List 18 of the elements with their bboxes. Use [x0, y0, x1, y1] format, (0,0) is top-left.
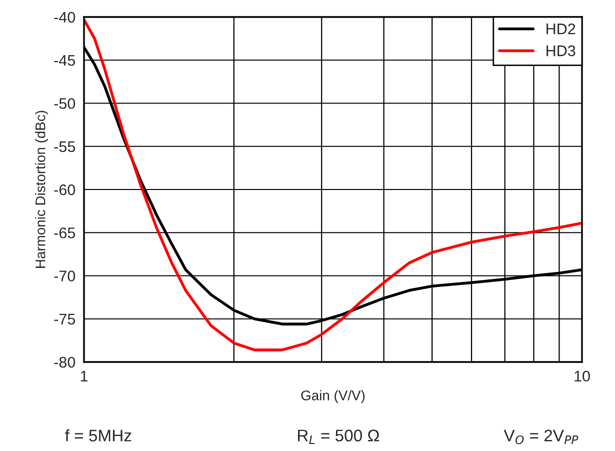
y-tick-label: -75 [54, 314, 76, 325]
y-tick-label: -80 [54, 356, 76, 368]
y-tick-label: -45 [54, 55, 76, 66]
legend-label: HD3 [546, 45, 576, 56]
x-tick-label: 10 [574, 370, 590, 382]
y-axis-title: Harmonic Distortion (dBc) [35, 110, 48, 268]
text: V$_{O}$ = 2V$_{PP}$ [504, 430, 578, 444]
text: f = 5MHz [65, 429, 132, 442]
x-tick-label: 1 [80, 370, 88, 382]
legend-label: HD2 [546, 24, 576, 34]
y-tick-label: -50 [54, 98, 76, 109]
text: R$_{L}$ = 500 Ω [298, 430, 379, 444]
y-tick-label: -60 [54, 184, 76, 196]
x-axis-title: Gain (V/V) [301, 390, 365, 404]
y-tick-label: -40 [54, 12, 76, 23]
y-tick-label: -65 [54, 227, 76, 238]
y-tick-label: -55 [54, 141, 76, 152]
y-tick-label: -70 [54, 270, 76, 282]
